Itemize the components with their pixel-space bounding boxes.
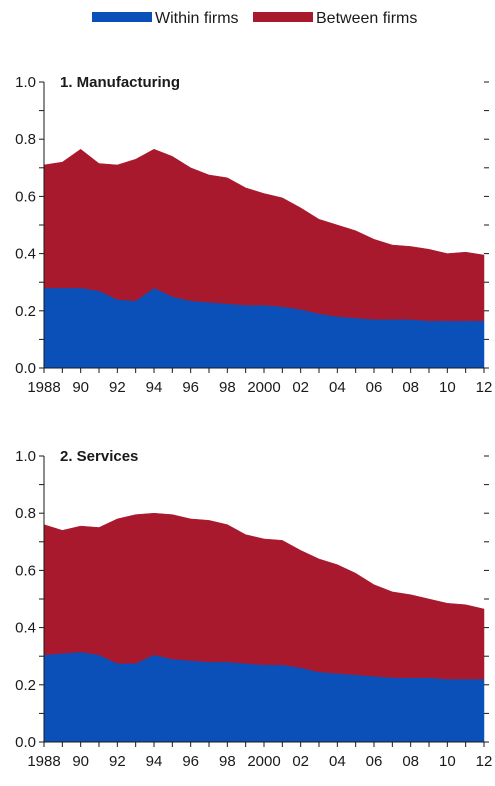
- x-tick-label: 2000: [247, 753, 280, 770]
- area-between-firms: [43, 148, 485, 322]
- x-tick-label: 90: [72, 753, 89, 770]
- x-tick-label: 90: [72, 379, 89, 396]
- legend: Within firms Between firms: [92, 10, 417, 27]
- y-tick-label: 0.8: [15, 505, 36, 522]
- x-tick-label: 12: [476, 379, 493, 396]
- x-tick-label: 02: [292, 753, 309, 770]
- x-tick-label: 92: [109, 379, 126, 396]
- y-tick-label: 0.4: [15, 246, 36, 263]
- x-tick-label: 06: [366, 753, 383, 770]
- legend-label-within-firms: Within firms: [155, 10, 239, 27]
- legend-label-between-firms: Between firms: [316, 10, 417, 27]
- panel-manufacturing: 0.0 0.2 0.4 0.6 0.8 1.0 1. Manufacturing 1988 90…: [15, 74, 492, 396]
- legend-swatch-between-firms: [253, 12, 313, 22]
- x-tick-label: 94: [146, 379, 163, 396]
- y-tick-label: 0.8: [15, 131, 36, 148]
- x-tick-label: 94: [146, 753, 163, 770]
- panel-services: 0.0 0.2 0.4 0.6 0.8 1.0 2. Services 1988 90 92 94 9…: [15, 448, 492, 770]
- x-tick-label: 02: [292, 379, 309, 396]
- y-tick-label: 0.2: [15, 677, 36, 694]
- y-tick-label: 0.6: [15, 188, 36, 205]
- x-tick-label: 96: [182, 753, 199, 770]
- y-tick-label: 1.0: [15, 74, 36, 91]
- x-tick-label: 98: [219, 753, 236, 770]
- y-tick-label: 1.0: [15, 448, 36, 465]
- x-tick-label: 04: [329, 379, 346, 396]
- area-between-firms: [43, 512, 485, 680]
- x-tick-label: 08: [402, 753, 419, 770]
- x-tick-label: 1988: [27, 379, 60, 396]
- y-tick-label: 0.0: [15, 734, 36, 751]
- panel-title: 2. Services: [60, 448, 138, 465]
- x-tick-label: 98: [219, 379, 236, 396]
- x-tick-label: 10: [439, 379, 456, 396]
- legend-swatch-within-firms: [92, 12, 152, 22]
- x-tick-label: 2000: [247, 379, 280, 396]
- x-tick-label: 92: [109, 753, 126, 770]
- x-tick-label: 1988: [27, 753, 60, 770]
- x-tick-label: 08: [402, 379, 419, 396]
- x-tick-label: 10: [439, 753, 456, 770]
- y-tick-label: 0.6: [15, 562, 36, 579]
- y-tick-label: 0.2: [15, 303, 36, 320]
- x-tick-label: 96: [182, 379, 199, 396]
- y-tick-label: 0.0: [15, 360, 36, 377]
- panel-title: 1. Manufacturing: [60, 74, 180, 91]
- x-tick-label: 12: [476, 753, 493, 770]
- x-tick-label: 04: [329, 753, 346, 770]
- y-tick-label: 0.4: [15, 620, 36, 637]
- x-tick-label: 06: [366, 379, 383, 396]
